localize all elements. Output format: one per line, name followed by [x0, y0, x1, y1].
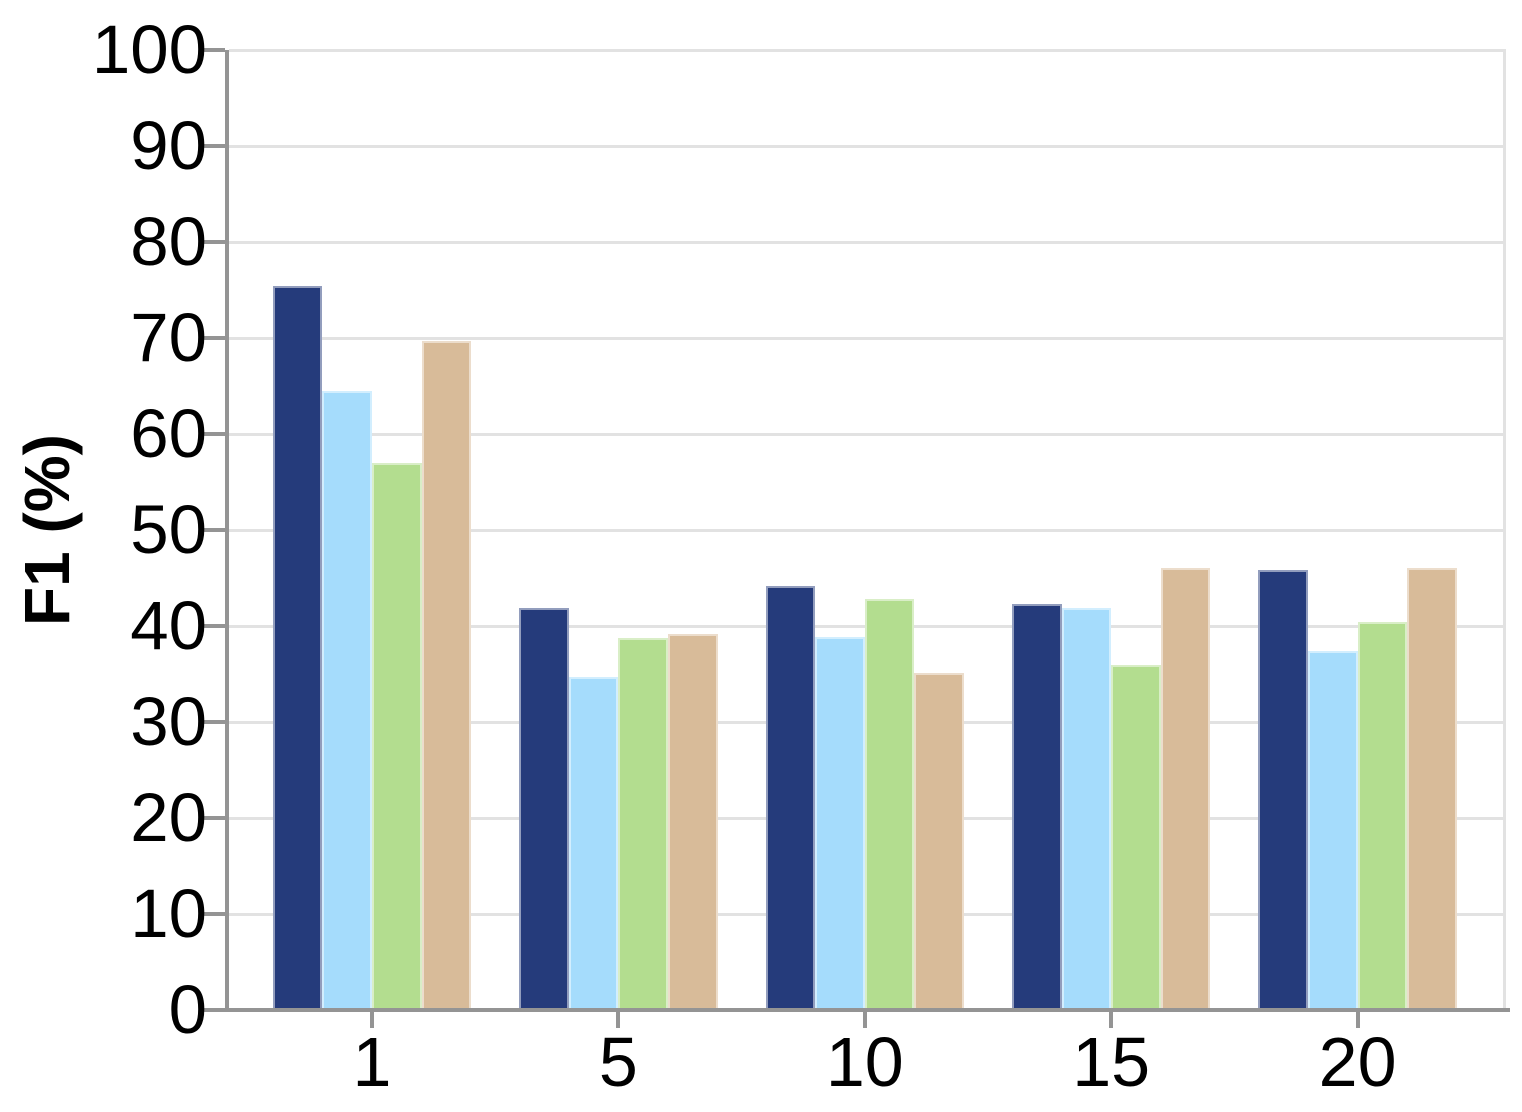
y-tick-label: 90 [130, 107, 207, 184]
bar-light-blue-x15 [1061, 607, 1112, 1010]
x-tick [1109, 1010, 1114, 1028]
bar-light-blue-x10 [815, 636, 865, 1010]
y-tick [203, 240, 225, 244]
y-tick [203, 528, 225, 532]
y-tick [203, 144, 225, 148]
x-axis-line [225, 1008, 1510, 1012]
x-tick-label: 20 [1318, 1023, 1397, 1101]
y-tick [203, 432, 225, 436]
gridline [229, 432, 1506, 436]
y-tick [203, 816, 225, 820]
x-tick [370, 1010, 374, 1028]
bar-green-x15 [1111, 665, 1161, 1010]
bar-navy-x1 [272, 286, 323, 1010]
y-tick-label: 60 [130, 395, 207, 472]
bar-green-x1 [372, 462, 422, 1010]
bar-tan-x5 [668, 633, 718, 1010]
plot-right-border [1503, 48, 1506, 1010]
bar-navy-x10 [765, 585, 816, 1010]
x-tick-label: 1 [352, 1023, 392, 1101]
x-tick-label: 5 [598, 1023, 638, 1101]
gridline [229, 240, 1506, 244]
y-axis-line [225, 50, 229, 1012]
bar-navy-x15 [1012, 603, 1062, 1010]
bar-green-x20 [1357, 622, 1408, 1010]
y-tick [203, 720, 225, 724]
gridline [229, 48, 1506, 52]
x-tick [862, 1010, 867, 1028]
y-tick [203, 336, 225, 340]
y-tick-label: 50 [130, 491, 207, 568]
y-tick [203, 912, 225, 916]
x-tick [616, 1010, 621, 1028]
y-tick-label: 80 [130, 203, 207, 280]
bar-navy-x5 [519, 607, 569, 1010]
x-tick [1355, 1010, 1360, 1028]
bar-navy-x20 [1258, 570, 1308, 1010]
y-tick-label: 40 [130, 587, 207, 664]
y-tick-label: 100 [91, 11, 207, 88]
y-tick-label: 30 [130, 683, 207, 760]
x-tick-label: 15 [1072, 1023, 1151, 1101]
bar-light-blue-x20 [1308, 650, 1358, 1010]
gridline [229, 144, 1506, 148]
bar-green-x5 [618, 637, 668, 1010]
gridline [229, 336, 1506, 340]
bar-light-blue-x5 [568, 676, 619, 1010]
bar-light-blue-x1 [322, 390, 372, 1010]
y-tick [203, 624, 225, 628]
y-tick-label: 0 [168, 971, 207, 1048]
bar-green-x10 [864, 599, 915, 1010]
bar-tan-x20 [1407, 568, 1457, 1010]
bar-tan-x1 [421, 340, 472, 1010]
x-tick-label: 10 [825, 1023, 904, 1101]
gridline [229, 528, 1506, 532]
y-tick-label: 10 [130, 875, 207, 952]
y-tick [203, 48, 225, 52]
y-tick-label: 20 [130, 779, 207, 856]
y-tick [203, 1008, 225, 1012]
bar-tan-x15 [1160, 568, 1211, 1010]
y-tick-label: 70 [130, 299, 207, 376]
bar-tan-x10 [914, 673, 964, 1010]
